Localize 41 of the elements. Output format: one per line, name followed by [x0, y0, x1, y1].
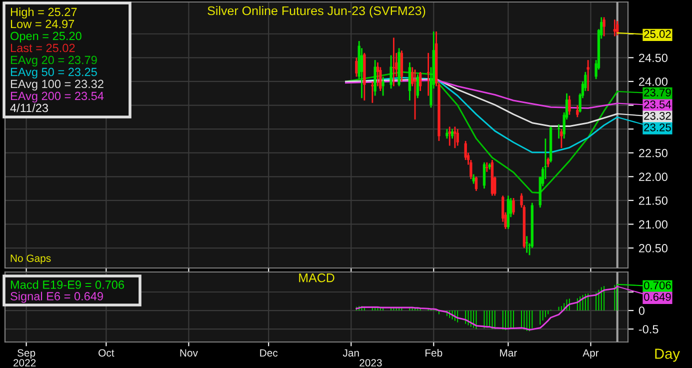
y-tick-label: -0.5: [638, 325, 658, 334]
annotation: 23.79: [644, 88, 671, 96]
annotation: Last = 25.02: [10, 44, 75, 52]
y-tick-label: 22.00: [639, 172, 668, 182]
y-tick-label: 21.50: [639, 196, 668, 205]
x-tick-label: Oct: [98, 349, 114, 357]
text: EAvg 20 = 23.79: [10, 56, 97, 67]
text: Day: [655, 348, 680, 362]
y-tick-label: 21.00: [639, 220, 668, 229]
text: Macd E19-E9 = 0.706: [10, 280, 124, 289]
y-tick-label: 24.50: [639, 54, 668, 62]
annotation: 0.706: [644, 281, 671, 290]
y-tick-label: 24.00: [639, 78, 668, 86]
y-tick-label: 20.50: [639, 244, 668, 252]
text: EAvg 200 = 23.54: [10, 92, 104, 103]
x-tick-label: Dec: [260, 349, 278, 357]
annotation: High = 25.27: [10, 8, 77, 18]
text: Signal E6 = 0.649: [10, 292, 103, 303]
text: 2022: [14, 359, 36, 366]
chart-title: Silver Online Futures Jun-23 (SVFM23): [208, 6, 426, 18]
annotation: 4/11/23: [10, 104, 48, 112]
annotation: 23.25: [644, 123, 671, 132]
x-tick-label: Nov: [180, 349, 198, 357]
text: EAvg 50 = 23.25: [10, 68, 97, 79]
annotation: 0.649: [644, 292, 671, 301]
annotation: No Gaps: [10, 254, 51, 264]
text: 2023: [360, 359, 382, 366]
x-tick-label: Jan: [342, 349, 359, 357]
annotation: 23.54: [644, 100, 672, 108]
chart-title: MACD: [299, 273, 334, 282]
annotation: 25.02: [644, 30, 671, 38]
x-tick-label: Feb: [426, 348, 442, 357]
x-tick-label: Apr: [582, 349, 599, 359]
y-tick-label: 22.50: [639, 148, 668, 158]
text: EAvg 100 = 23.32: [10, 80, 104, 91]
annotation: Open = 25.20: [10, 32, 82, 42]
annotation: Low = 24.97: [10, 20, 74, 28]
x-tick-label: Mar: [500, 349, 517, 357]
x-tick-label: Sep: [18, 349, 36, 359]
y-tick-label: 0: [638, 306, 645, 315]
annotation: 23.32: [644, 112, 671, 120]
